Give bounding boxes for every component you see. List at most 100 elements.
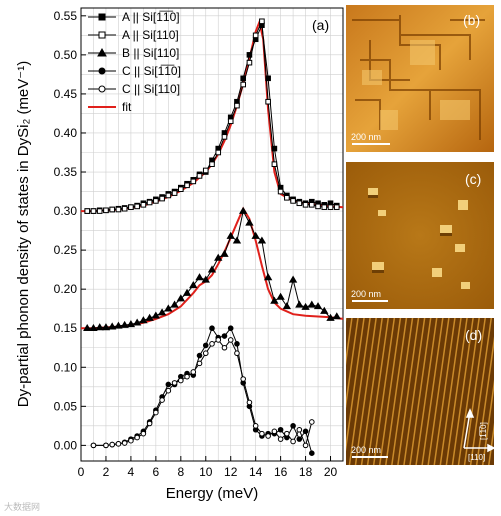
- x-tick-label: 0: [78, 465, 85, 479]
- x-axis-ticks: 0 2 4 6 8 10 12 14 16 18 20: [78, 456, 338, 479]
- data-point: [202, 342, 209, 349]
- data-point: [139, 316, 148, 324]
- data-point: [140, 202, 147, 208]
- data-point: [178, 186, 184, 192]
- data-point: [109, 441, 115, 448]
- data-point: [259, 430, 265, 437]
- x-tick-label: 8: [177, 465, 184, 479]
- data-point: [271, 428, 278, 435]
- data-point: [234, 341, 240, 347]
- legend-marker: [97, 47, 107, 57]
- legend: A || Si[1̅1̅0] A || Si[110] B || Si[110] C …: [88, 10, 181, 114]
- data-point: [240, 81, 246, 88]
- legend-entry-label: A || Si[1̅1̅0]: [122, 10, 180, 24]
- data-point: [277, 188, 284, 195]
- data-point: [184, 373, 190, 380]
- data-point: [290, 423, 296, 429]
- afm-image-c: (c) 200 nm: [346, 162, 494, 309]
- image-label-d: (d): [465, 327, 482, 343]
- data-point: [115, 441, 122, 447]
- y-tick-label: 0.50: [54, 48, 78, 62]
- data-point: [190, 369, 197, 375]
- data-point: [295, 300, 304, 308]
- y-tick-label: 0.10: [54, 360, 78, 374]
- y-tick-label: 0.35: [54, 165, 78, 179]
- data-point: [101, 323, 111, 331]
- legend-marker: [98, 85, 106, 93]
- legend-entry-label: fit: [122, 100, 132, 114]
- data-point: [153, 198, 159, 204]
- legend-entry-label: C || Si[1̅1̅0]: [122, 64, 181, 78]
- data-point: [313, 302, 323, 310]
- x-tick-label: 18: [299, 465, 313, 479]
- data-point: [115, 206, 122, 213]
- x-tick-label: 14: [249, 465, 263, 479]
- y-tick-label: 0.20: [54, 282, 78, 296]
- data-point: [189, 280, 198, 289]
- data-point: [333, 204, 340, 210]
- x-tick-label: 20: [324, 465, 338, 479]
- data-point: [195, 273, 204, 281]
- data-point: [83, 323, 92, 332]
- data-point: [89, 323, 98, 332]
- grid: [81, 8, 343, 461]
- data-point: [302, 202, 309, 208]
- data-point: [184, 182, 190, 189]
- data-point: [209, 325, 215, 332]
- data-point: [251, 231, 260, 239]
- data-point: [159, 397, 165, 403]
- data-point: [214, 253, 223, 261]
- legend-entry-label: A || Si[110]: [122, 28, 179, 42]
- fit-curves: [81, 18, 344, 330]
- image-label-c: (c): [465, 171, 481, 187]
- data-point: [309, 202, 315, 208]
- data-point: [252, 423, 259, 429]
- y-tick-label: 0.05: [54, 399, 78, 413]
- data-point: [296, 200, 303, 207]
- afm-image-d: (d) 200 nm [110] [1̅1̅0]: [346, 318, 496, 465]
- data-point: [246, 52, 253, 58]
- legend-marker: [98, 67, 106, 75]
- data-point: [202, 350, 209, 357]
- y-tick-label: 0.15: [54, 321, 78, 335]
- data-point: [201, 275, 210, 283]
- data-point: [290, 438, 296, 445]
- data-point: [326, 313, 335, 321]
- data-point: [215, 149, 222, 156]
- data-point: [132, 318, 142, 326]
- plot-frame: [80, 7, 344, 462]
- data-point: [257, 236, 267, 244]
- series-square-open: [84, 18, 340, 214]
- data-point: [220, 249, 229, 257]
- data-point: [146, 199, 153, 206]
- data-point: [276, 292, 285, 300]
- data-point: [196, 360, 203, 367]
- data-point: [159, 195, 165, 202]
- data-point: [296, 436, 303, 442]
- series-triangle-filled: [83, 206, 341, 332]
- data-point: [263, 273, 273, 281]
- data-point: [164, 304, 173, 312]
- crystal-direction-arrows: [463, 408, 496, 453]
- data-point: [252, 32, 259, 39]
- data-point: [265, 98, 271, 105]
- data-point: [271, 145, 278, 152]
- data-point: [221, 333, 228, 339]
- y-tick-label: 0.55: [54, 9, 78, 23]
- y-axis-label: Dy-partial phonon density of states in D…: [15, 61, 32, 407]
- data-point: [190, 178, 197, 185]
- data-point: [103, 207, 109, 214]
- legend-entry-label: C || Si[110]: [122, 82, 180, 96]
- data-point: [176, 294, 185, 302]
- data-point: [128, 204, 134, 210]
- data-point: [207, 265, 217, 273]
- series-line: [93, 327, 313, 454]
- plot-area: 0 2 4 6 8 10 12 14 16 18 20 0.000.050.100.150.200.…: [54, 7, 344, 479]
- data-point: [182, 288, 192, 296]
- data-point: [270, 296, 279, 304]
- data-point: [302, 442, 309, 449]
- data-point: [126, 320, 136, 328]
- data-point: [227, 337, 234, 343]
- data-point: [171, 380, 178, 386]
